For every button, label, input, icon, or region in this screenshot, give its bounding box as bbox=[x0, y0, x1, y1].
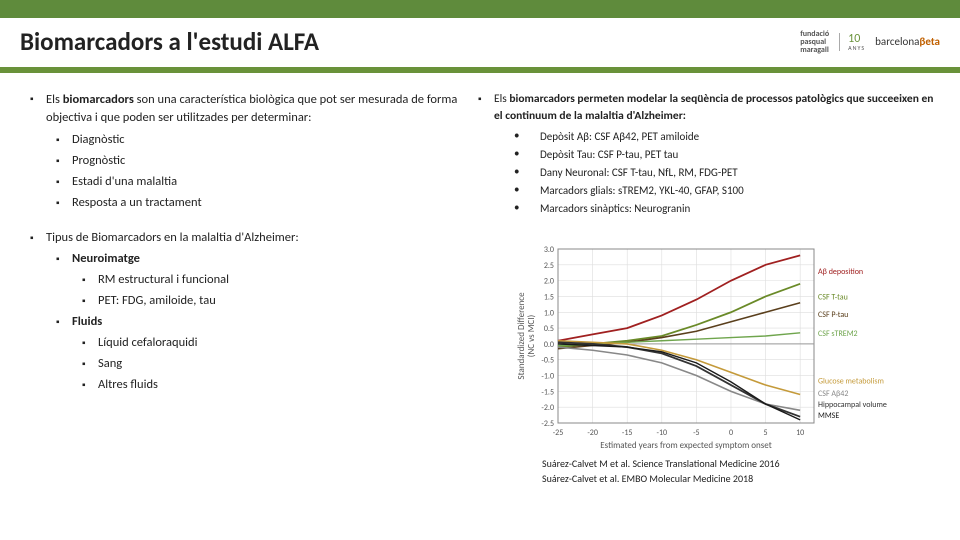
cat1-label: Neuroimatge bbox=[72, 251, 140, 266]
chart-container: -2.5-2.0-1.5-1.0-0.50.00.51.01.52.02.53.… bbox=[512, 241, 912, 491]
intro-item: Els biomarcadors son una característica … bbox=[30, 91, 460, 210]
svg-text:-1.0: -1.0 bbox=[541, 372, 554, 382]
header-bar bbox=[0, 0, 960, 18]
svg-text:CSF P-tau: CSF P-tau bbox=[818, 310, 848, 320]
logo-bcn-text: barcelona bbox=[875, 35, 919, 48]
cat2-sub: Altres fluids bbox=[82, 377, 460, 392]
svg-text:-10: -10 bbox=[657, 428, 668, 438]
svg-text:1.0: 1.0 bbox=[544, 308, 554, 318]
cat1-sub: PET: FDG, amiloide, tau bbox=[82, 293, 460, 308]
svg-text:CSF Aβ42: CSF Aβ42 bbox=[818, 389, 848, 399]
svg-text:(NC vs MCI): (NC vs MCI) bbox=[526, 315, 537, 358]
logo-fpm: fundació pasqual maragall bbox=[800, 30, 829, 54]
column-left: Els biomarcadors son una característica … bbox=[30, 91, 460, 531]
svg-text:Estimated years from expected: Estimated years from expected symptom on… bbox=[600, 440, 771, 451]
svg-text:-25: -25 bbox=[553, 428, 564, 438]
right-intro-bold: biomarcadors permeten modelar la seqüènc… bbox=[494, 92, 933, 123]
logo-years: 10 ANYS bbox=[839, 33, 865, 51]
intro-bold: biomarcadors bbox=[63, 92, 134, 107]
cat2-sub: Sang bbox=[82, 356, 460, 371]
svg-text:1.5: 1.5 bbox=[544, 292, 554, 302]
svg-text:Aβ deposition: Aβ deposition bbox=[818, 267, 863, 277]
logo-years-num: 10 bbox=[848, 33, 865, 45]
svg-text:CSF T-tau: CSF T-tau bbox=[818, 292, 848, 302]
use-item: Diagnòstic bbox=[56, 132, 460, 147]
cat1-sub: RM estructural i funcional bbox=[82, 272, 460, 287]
svg-text:MMSE: MMSE bbox=[818, 411, 839, 421]
citation-2: Suárez-Calvet et al. EMBO Molecular Medi… bbox=[542, 472, 912, 485]
svg-text:-1.5: -1.5 bbox=[541, 387, 554, 397]
svg-text:5: 5 bbox=[764, 428, 768, 438]
intro-text: Els biomarcadors son una característica … bbox=[46, 92, 457, 125]
content: Els biomarcadors son una característica … bbox=[0, 73, 960, 540]
svg-text:10: 10 bbox=[796, 428, 804, 438]
svg-text:CSF sTREM2: CSF sTREM2 bbox=[818, 329, 858, 339]
svg-text:-2.0: -2.0 bbox=[541, 403, 554, 413]
svg-text:-0.5: -0.5 bbox=[541, 356, 554, 366]
use-item: Resposta a un tractament bbox=[56, 195, 460, 210]
svg-text:0.0: 0.0 bbox=[544, 340, 554, 350]
svg-text:0.5: 0.5 bbox=[544, 324, 554, 334]
svg-text:0: 0 bbox=[729, 428, 733, 438]
title-row: Biomarcadors a l'estudi ALFA fundació pa… bbox=[0, 18, 960, 61]
seq-item: Dany Neuronal: CSF T-tau, NfL, RM, FDG-P… bbox=[514, 166, 942, 179]
svg-text:-5: -5 bbox=[693, 428, 700, 438]
cat2-sub: Líquid cefaloraquidi bbox=[82, 335, 460, 350]
right-intro-pre: Els bbox=[494, 92, 509, 106]
page-title: Biomarcadors a l'estudi ALFA bbox=[20, 26, 319, 57]
seq-item: Depòsit Aβ: CSF Aβ42, PET amiloide bbox=[514, 130, 942, 143]
svg-text:-15: -15 bbox=[622, 428, 633, 438]
right-intro-item: Els biomarcadors permeten modelar la seq… bbox=[478, 91, 942, 215]
svg-text:3.0: 3.0 bbox=[544, 245, 554, 255]
types-title: Tipus de Biomarcadors en la malaltia d'A… bbox=[46, 230, 299, 245]
use-item: Prognòstic bbox=[56, 153, 460, 168]
cat2-item: Fluids Líquid cefaloraquidi Sang Altres … bbox=[56, 314, 460, 392]
seq-item: Depòsit Tau: CSF P-tau, PET tau bbox=[514, 148, 942, 161]
logo-bcn-beta: βeta bbox=[919, 35, 940, 48]
logo-group: fundació pasqual maragall 10 ANYS barcel… bbox=[800, 30, 940, 54]
svg-text:2.5: 2.5 bbox=[544, 261, 554, 271]
right-intro-text: Els biomarcadors permeten modelar la seq… bbox=[494, 92, 933, 123]
citation-1: Suárez-Calvet M et al. Science Translati… bbox=[542, 457, 912, 470]
logo-fpm-l3: maragall bbox=[800, 46, 829, 54]
seq-item: Marcadors sinàptics: Neurogranin bbox=[514, 202, 942, 215]
logo-bcn: barcelonaβeta bbox=[875, 36, 940, 47]
use-item: Estadi d'una malaltia bbox=[56, 174, 460, 189]
svg-text:Hippocampal volume: Hippocampal volume bbox=[818, 400, 887, 410]
svg-text:2.0: 2.0 bbox=[544, 277, 554, 287]
cat1-item: Neuroimatge RM estructural i funcional P… bbox=[56, 251, 460, 308]
biomarker-chart: -2.5-2.0-1.5-1.0-0.50.00.51.01.52.02.53.… bbox=[512, 241, 912, 451]
intro-pre: Els bbox=[46, 92, 63, 107]
column-right: Els biomarcadors permeten modelar la seq… bbox=[478, 91, 942, 531]
logo-years-sub: ANYS bbox=[848, 45, 865, 51]
types-title-item: Tipus de Biomarcadors en la malaltia d'A… bbox=[30, 230, 460, 392]
cat2-label: Fluids bbox=[72, 314, 102, 329]
svg-text:Glucose metabolism: Glucose metabolism bbox=[818, 376, 884, 386]
seq-item: Marcadors glials: sTREM2, YKL-40, GFAP, … bbox=[514, 184, 942, 197]
svg-text:-20: -20 bbox=[587, 428, 598, 438]
